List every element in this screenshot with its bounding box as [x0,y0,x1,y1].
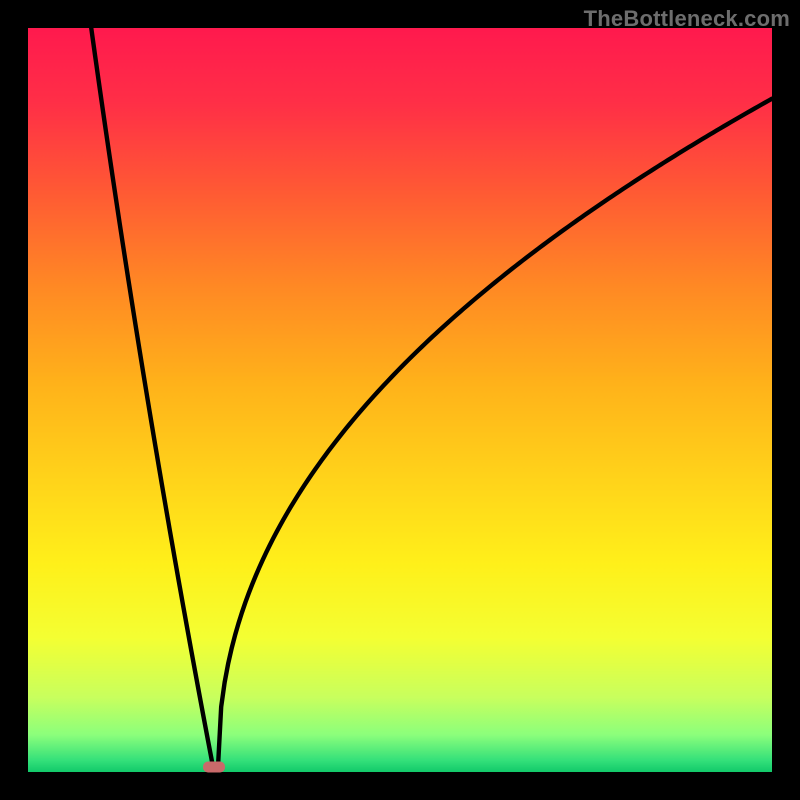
minimum-marker [203,761,225,772]
bottleneck-curve [91,28,772,772]
plot-frame [28,28,772,772]
curve-layer [28,28,772,772]
watermark-text: TheBottleneck.com [584,6,790,32]
chart-stage: TheBottleneck.com [0,0,800,800]
